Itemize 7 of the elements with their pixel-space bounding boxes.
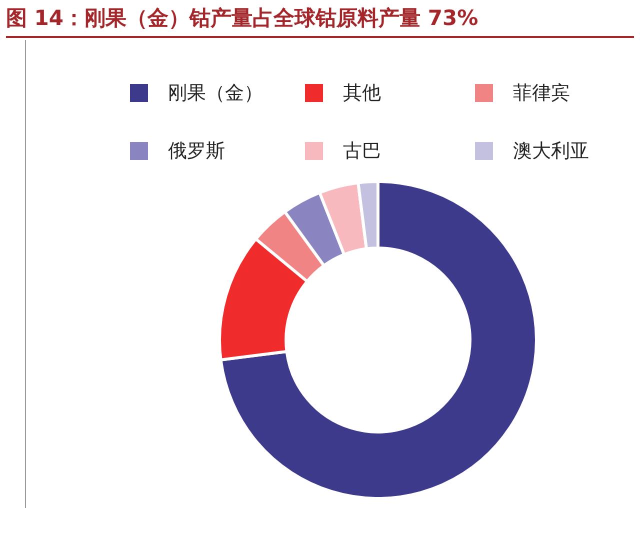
legend-label: 刚果（金）: [168, 81, 263, 106]
legend-label: 菲律宾: [513, 81, 570, 106]
legend-label: 其他: [343, 81, 381, 106]
chart-title: 图 14：刚果（金）钴产量占全球钴原料产量 73%: [6, 5, 478, 32]
legend-label: 俄罗斯: [168, 139, 225, 164]
legend-label: 澳大利亚: [513, 139, 589, 164]
legend-label: 古巴: [343, 139, 381, 164]
